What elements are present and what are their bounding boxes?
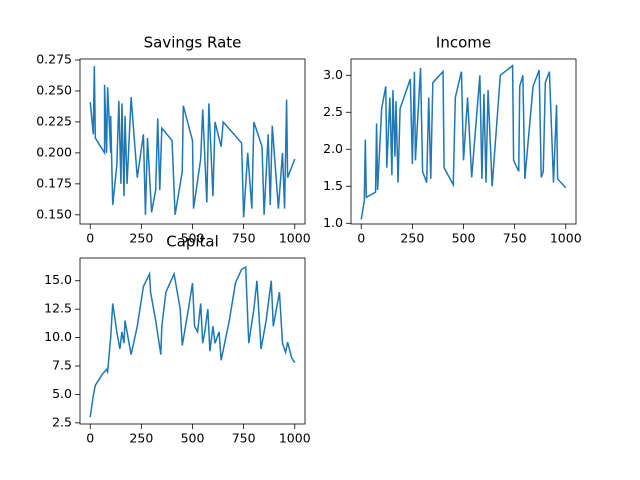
y-tick-label: 10.0	[44, 329, 72, 344]
y-tick-label: 0.200	[36, 144, 72, 159]
y-tick-label: 0.150	[36, 206, 72, 221]
x-tick-label: 0	[86, 431, 94, 446]
y-tick-label: 12.5	[44, 301, 72, 316]
x-tick-label: 1000	[279, 231, 311, 246]
x-tick-label: 250	[400, 231, 424, 246]
y-tick-label: 5.0	[52, 386, 72, 401]
y-tick-label: 15.0	[44, 272, 72, 287]
y-tick-label: 0.175	[36, 175, 72, 190]
y-tick-label: 2.5	[323, 104, 343, 119]
y-tick-label: 3.0	[323, 67, 343, 82]
subplot-title: Savings Rate	[144, 34, 242, 52]
x-tick-label: 750	[503, 231, 527, 246]
x-tick-label: 1000	[550, 231, 582, 246]
y-tick-label: 0.275	[36, 51, 72, 66]
subplot-title: Income	[436, 34, 491, 52]
x-tick-label: 750	[232, 231, 256, 246]
x-tick-label: 0	[86, 231, 94, 246]
x-tick-label: 500	[181, 231, 205, 246]
x-tick-label: 250	[129, 231, 153, 246]
x-tick-label: 250	[129, 431, 153, 446]
y-tick-label: 0.250	[36, 82, 72, 97]
data-line	[89, 66, 296, 218]
x-tick-label: 0	[357, 231, 365, 246]
y-tick-label: 2.0	[323, 141, 343, 156]
data-line	[89, 265, 296, 418]
x-tick-label: 500	[452, 231, 476, 246]
data-line	[360, 64, 567, 220]
x-tick-label: 750	[232, 431, 256, 446]
x-tick-label: 1000	[279, 431, 311, 446]
y-tick-label: 1.0	[323, 215, 343, 230]
y-tick-label: 7.5	[52, 358, 72, 373]
axes-frame	[79, 58, 306, 225]
axes-frame	[79, 257, 306, 425]
y-tick-label: 0.225	[36, 113, 72, 128]
y-tick-label: 1.5	[323, 178, 343, 193]
x-tick-label: 500	[181, 431, 205, 446]
axes-frame	[350, 58, 577, 225]
subplot-title: Capital	[166, 233, 219, 251]
y-tick-label: 2.5	[52, 414, 72, 429]
